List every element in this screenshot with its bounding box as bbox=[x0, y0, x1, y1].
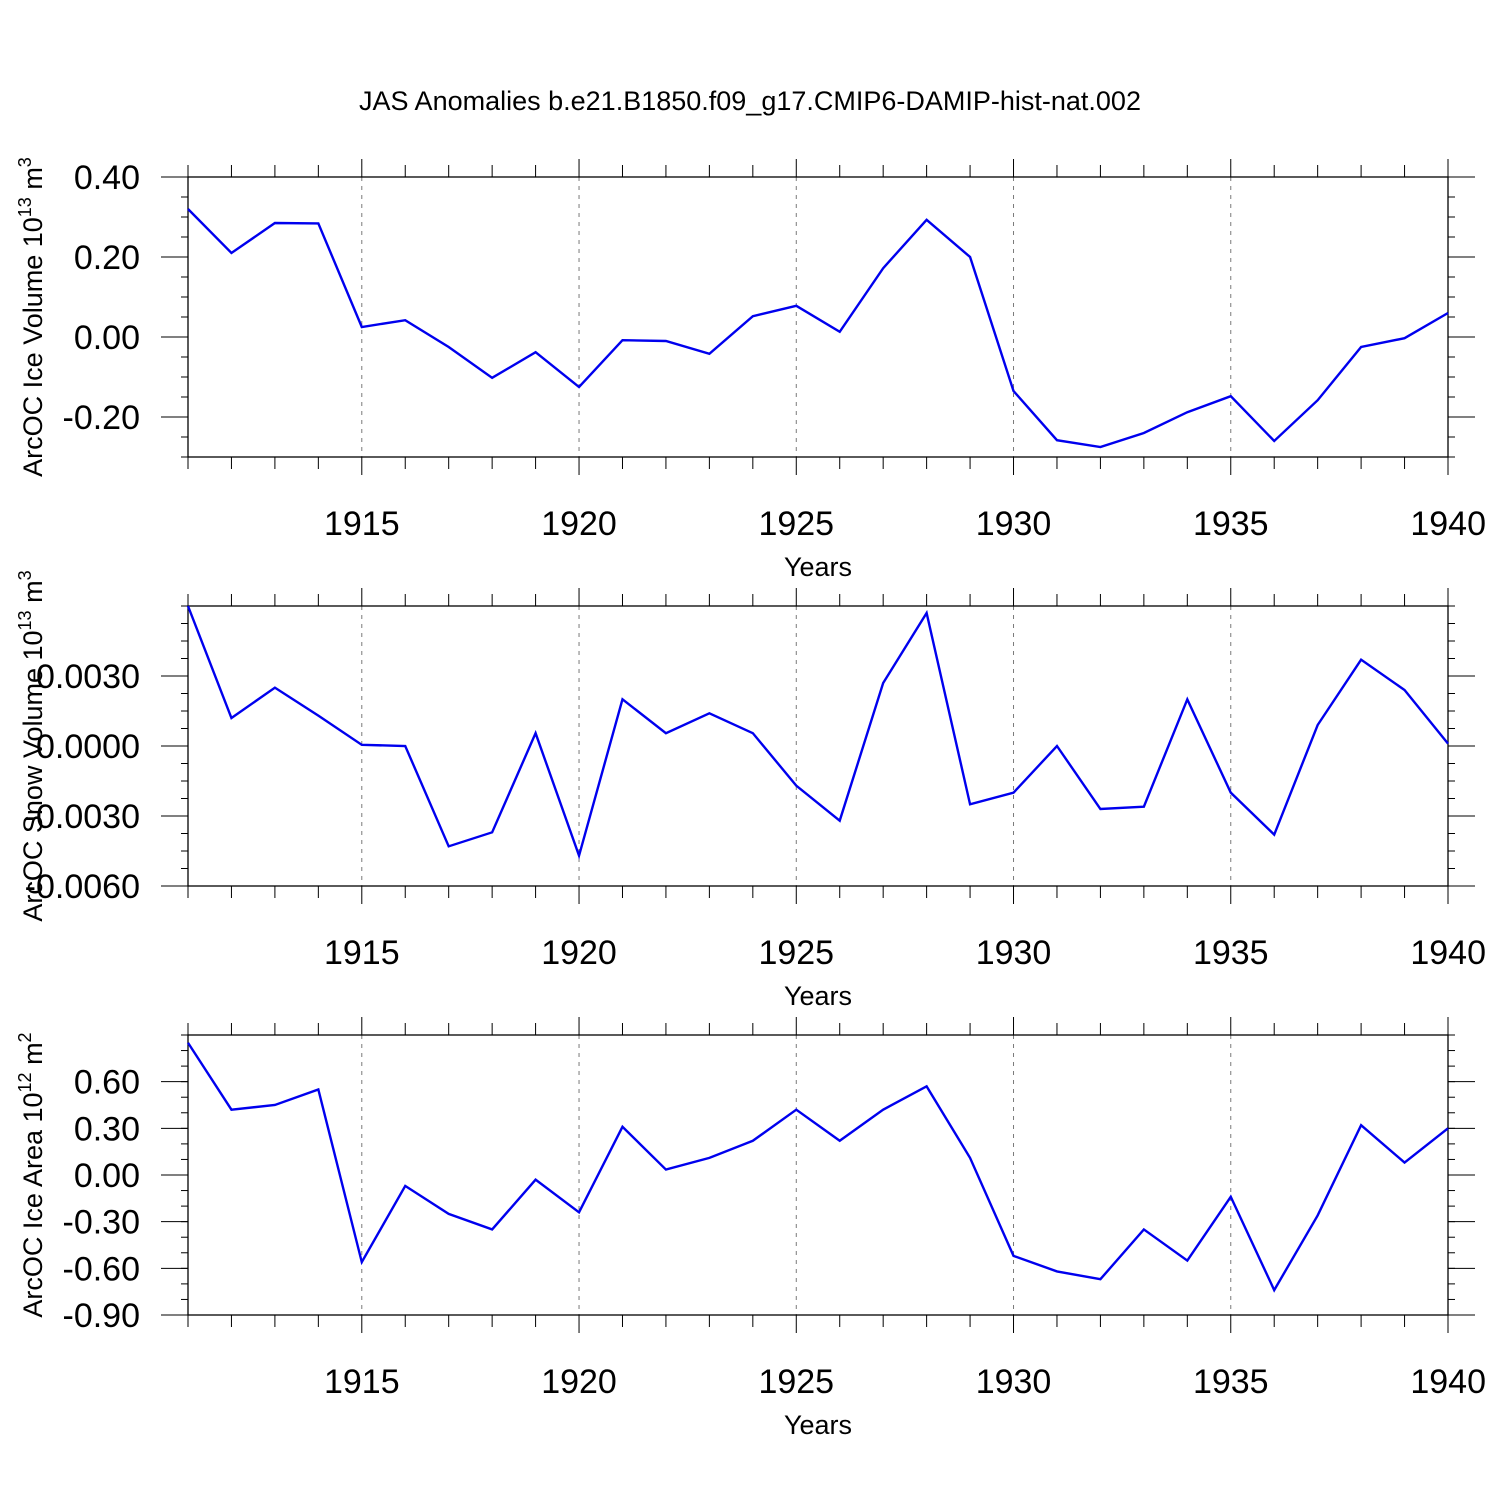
figure-title: JAS Anomalies b.e21.B1850.f09_g17.CMIP6-… bbox=[359, 86, 1141, 116]
y-tick-label: -0.20 bbox=[63, 399, 141, 437]
x-tick-label: 1925 bbox=[758, 505, 834, 543]
y-tick-label: -0.30 bbox=[63, 1204, 141, 1242]
y-axis-label: ArcOC Ice Volume 1013 m3 bbox=[15, 157, 48, 477]
y-tick-label: 0.00 bbox=[74, 319, 140, 357]
x-tick-label: 1935 bbox=[1193, 1363, 1269, 1401]
x-tick-label: 1925 bbox=[758, 1363, 834, 1401]
y-tick-label: -0.0030 bbox=[25, 798, 140, 836]
x-tick-label: 1915 bbox=[324, 505, 400, 543]
x-tick-label: 1930 bbox=[976, 505, 1052, 543]
x-tick-label: 1920 bbox=[541, 1363, 617, 1401]
x-tick-label: 1915 bbox=[324, 934, 400, 972]
y-tick-label: -0.90 bbox=[63, 1297, 141, 1335]
x-tick-label: 1920 bbox=[541, 505, 617, 543]
x-tick-label: 1930 bbox=[976, 934, 1052, 972]
y-tick-label: 0.60 bbox=[74, 1064, 140, 1102]
x-tick-label: 1940 bbox=[1410, 934, 1486, 972]
y-tick-label: 0.20 bbox=[74, 239, 140, 277]
y-tick-label: 0.30 bbox=[74, 1110, 140, 1148]
chart-panel-1: 0.40 0.20 0.00 -0.20 1915 1920 1925 1930 1935 194… bbox=[15, 157, 1486, 582]
x-tick-label: 1920 bbox=[541, 934, 617, 972]
series-line bbox=[187, 208, 1449, 449]
x-tick-label: 1940 bbox=[1410, 1363, 1486, 1401]
x-tick-label: 1935 bbox=[1193, 505, 1269, 543]
x-tick-label: 1915 bbox=[324, 1363, 400, 1401]
y-tick-label: -0.60 bbox=[63, 1250, 141, 1288]
y-tick-label: 0.0030 bbox=[36, 658, 140, 696]
x-axis-label: Years bbox=[784, 552, 852, 582]
series-line bbox=[186, 1042, 1449, 1293]
y-tick-label: 0.40 bbox=[74, 159, 140, 197]
x-tick-label: 1940 bbox=[1410, 505, 1486, 543]
chart-panel-2: 0.0030 0.0000 -0.0030 -0.0060 1915 1920 1925 19… bbox=[15, 570, 1486, 1011]
chart-panel-3: 0.60 0.30 0.00 -0.30 -0.60 -0.90 1915 1920 1925 1… bbox=[15, 1017, 1486, 1440]
plot-frame bbox=[187, 176, 1449, 458]
y-tick-label: 0.00 bbox=[74, 1157, 140, 1195]
x-tick-label: 1935 bbox=[1193, 934, 1269, 972]
x-axis-label: Years bbox=[784, 981, 852, 1011]
plot-frame bbox=[187, 1034, 1449, 1316]
x-tick-label: 1930 bbox=[976, 1363, 1052, 1401]
x-tick-label: 1925 bbox=[758, 934, 834, 972]
x-axis-label: Years bbox=[784, 1410, 852, 1440]
y-axis-label: ArcOC Ice Area 1012 m2 bbox=[15, 1032, 48, 1317]
y-tick-label: 0.0000 bbox=[36, 728, 140, 766]
y-axis-label: ArcOC Snow Volume 1013 m3 bbox=[15, 570, 48, 921]
y-tick-label: -0.0060 bbox=[25, 868, 140, 906]
panels: 0.40 0.20 0.00 -0.20 1915 1920 1925 1930 1935 194… bbox=[15, 157, 1486, 1440]
series-line bbox=[186, 605, 1449, 860]
